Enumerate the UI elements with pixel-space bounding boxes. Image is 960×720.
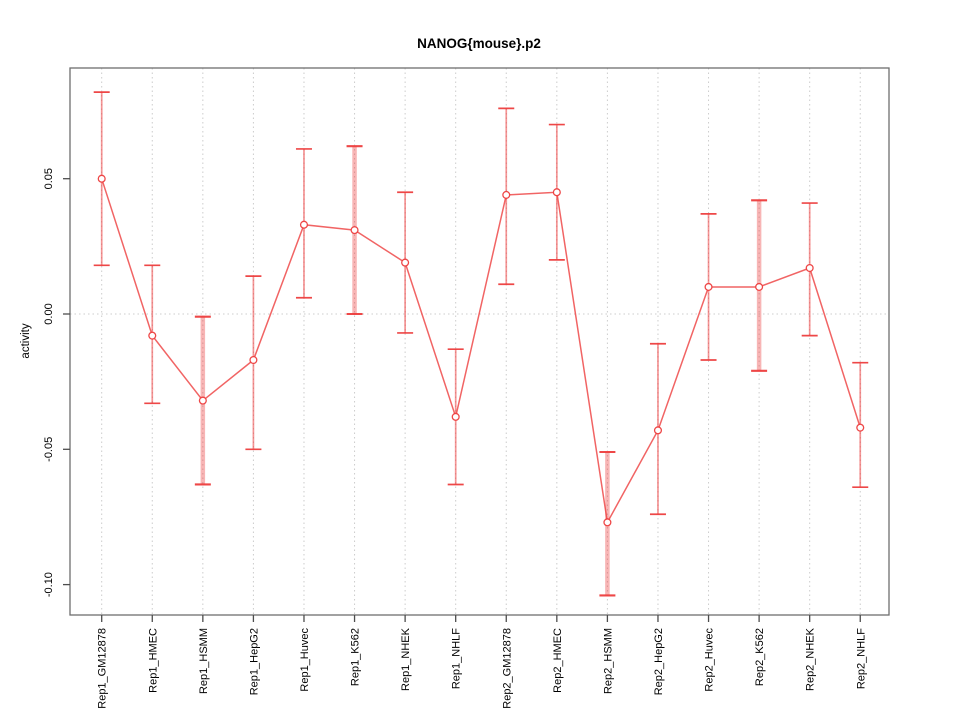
x-tick-label: Rep1_HMEC <box>147 628 159 693</box>
data-point-marker <box>198 396 207 405</box>
y-tick-label: 0.05 <box>43 168 55 189</box>
data-point-marker <box>653 426 663 435</box>
x-tick-label: Rep1_NHEK <box>400 627 412 691</box>
plot-frame <box>69 67 890 616</box>
data-point-marker <box>350 226 359 235</box>
data-point-marker <box>603 518 612 527</box>
x-tick-label: Rep2_K562 <box>754 628 766 686</box>
gridlines-layer <box>70 68 889 615</box>
data-point-marker <box>704 282 713 291</box>
data-point-marker <box>856 423 865 432</box>
x-tick-label: Rep2_NHLF <box>855 628 867 689</box>
data-point-marker <box>299 220 309 229</box>
x-tick-label: Rep2_GM12878 <box>501 628 513 709</box>
y-tick-label: 0.00 <box>43 303 55 324</box>
plot-frame-layer <box>69 67 890 616</box>
data-point-marker <box>401 258 410 267</box>
x-tick-label: Rep2_NHEK <box>805 627 817 691</box>
data-point-marker <box>755 282 764 291</box>
x-tick-label: Rep1_HSMM <box>198 628 210 694</box>
y-tick-label: -0.05 <box>43 437 55 462</box>
series-line <box>100 178 861 525</box>
data-point-marker <box>97 174 106 183</box>
data-point-marker <box>148 331 157 340</box>
chart-title: NANOG{mouse}.p2 <box>417 36 541 51</box>
x-tick-label: Rep1_HepG2 <box>248 628 260 695</box>
x-tick-label: Rep2_Huvec <box>704 628 716 692</box>
data-layer <box>93 91 869 597</box>
x-tick-label: Rep2_HMEC <box>552 628 564 693</box>
x-tick-label: Rep1_NHLF <box>451 628 463 689</box>
x-tick-label: Rep1_K562 <box>350 628 362 686</box>
x-tick-label: Rep2_HepG2 <box>653 628 665 695</box>
data-point-marker <box>451 412 460 421</box>
axis-labels-layer: 0.05 0.00 -0.05 -0.10 Rep1_GM12878 Rep1_HMEC R… <box>43 168 867 709</box>
data-point-marker <box>552 188 561 197</box>
x-tick-label: Rep1_Huvec <box>299 628 311 692</box>
x-tick-label: Rep2_HSMM <box>602 628 614 694</box>
y-tick-label: -0.10 <box>43 572 55 597</box>
data-point-marker <box>805 263 814 273</box>
y-axis-label: activity <box>20 323 32 358</box>
data-point-marker <box>249 355 258 365</box>
x-tick-label: Rep1_GM12878 <box>97 628 109 709</box>
axis-ticks-layer <box>63 178 861 622</box>
data-point-marker <box>502 190 511 199</box>
